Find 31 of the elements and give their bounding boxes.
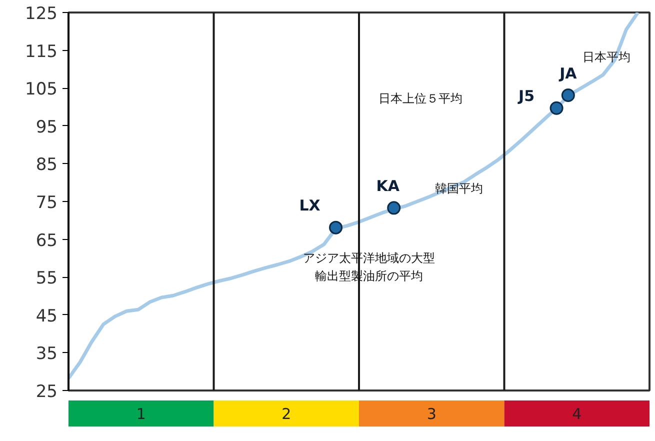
bar [504,400,650,426]
annotation: 韓国平均 [434,182,483,196]
annotation: 日本上位５平均 [378,91,463,106]
y-tick-label: 35 [36,344,58,364]
series-label: 3 [426,405,436,423]
y-tick-label: 75 [36,193,58,213]
y-tick-label: 115 [25,42,58,62]
y-tick-label: 105 [25,80,58,100]
y-tick-label: 95 [36,117,58,138]
series-label: 4 [572,405,582,423]
data-label: KA [376,176,400,195]
y-tick-label: 125 [25,4,58,24]
y-tick-label: 85 [36,155,58,176]
y-tick-label: 25 [36,382,58,402]
point [329,220,343,234]
series-label: 2 [282,405,292,423]
bar [359,400,504,426]
y-tick-label: 45 [36,306,58,326]
data-label: LX [299,196,321,215]
data-label: J5 [518,87,535,106]
y-tick-label: 55 [36,268,58,289]
point [387,201,401,215]
point [550,101,564,115]
series-label: 1 [136,405,146,423]
bar [68,400,214,426]
line-series [68,12,640,380]
point [561,88,575,102]
annotation: 日本平均 [582,50,631,64]
data-label: JA [558,64,578,82]
y-tick-label: 65 [36,230,58,251]
bar [214,400,359,426]
